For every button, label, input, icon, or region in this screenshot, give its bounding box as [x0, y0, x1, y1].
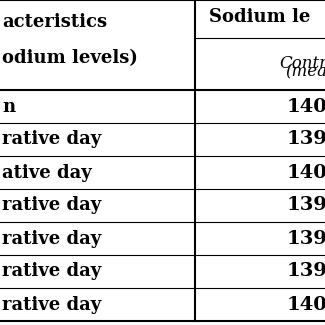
Text: 140: 140 [286, 295, 325, 314]
Text: Sodium le: Sodium le [209, 8, 311, 26]
Text: acteristics: acteristics [2, 13, 107, 31]
Text: 139: 139 [286, 263, 325, 280]
Text: 139: 139 [286, 131, 325, 149]
Text: 139: 139 [286, 197, 325, 214]
Text: ative day: ative day [2, 163, 92, 181]
Text: Contr: Contr [279, 56, 325, 72]
Text: 140: 140 [286, 163, 325, 181]
Text: 139: 139 [286, 229, 325, 248]
Text: rative day: rative day [2, 131, 101, 149]
Text: odium levels): odium levels) [2, 49, 138, 67]
Text: rative day: rative day [2, 197, 101, 214]
Text: rative day: rative day [2, 263, 101, 280]
Text: 140: 140 [286, 98, 325, 115]
Text: (mea: (mea [285, 63, 325, 81]
Text: rative day: rative day [2, 295, 101, 314]
Text: rative day: rative day [2, 229, 101, 248]
Text: n: n [2, 98, 15, 115]
